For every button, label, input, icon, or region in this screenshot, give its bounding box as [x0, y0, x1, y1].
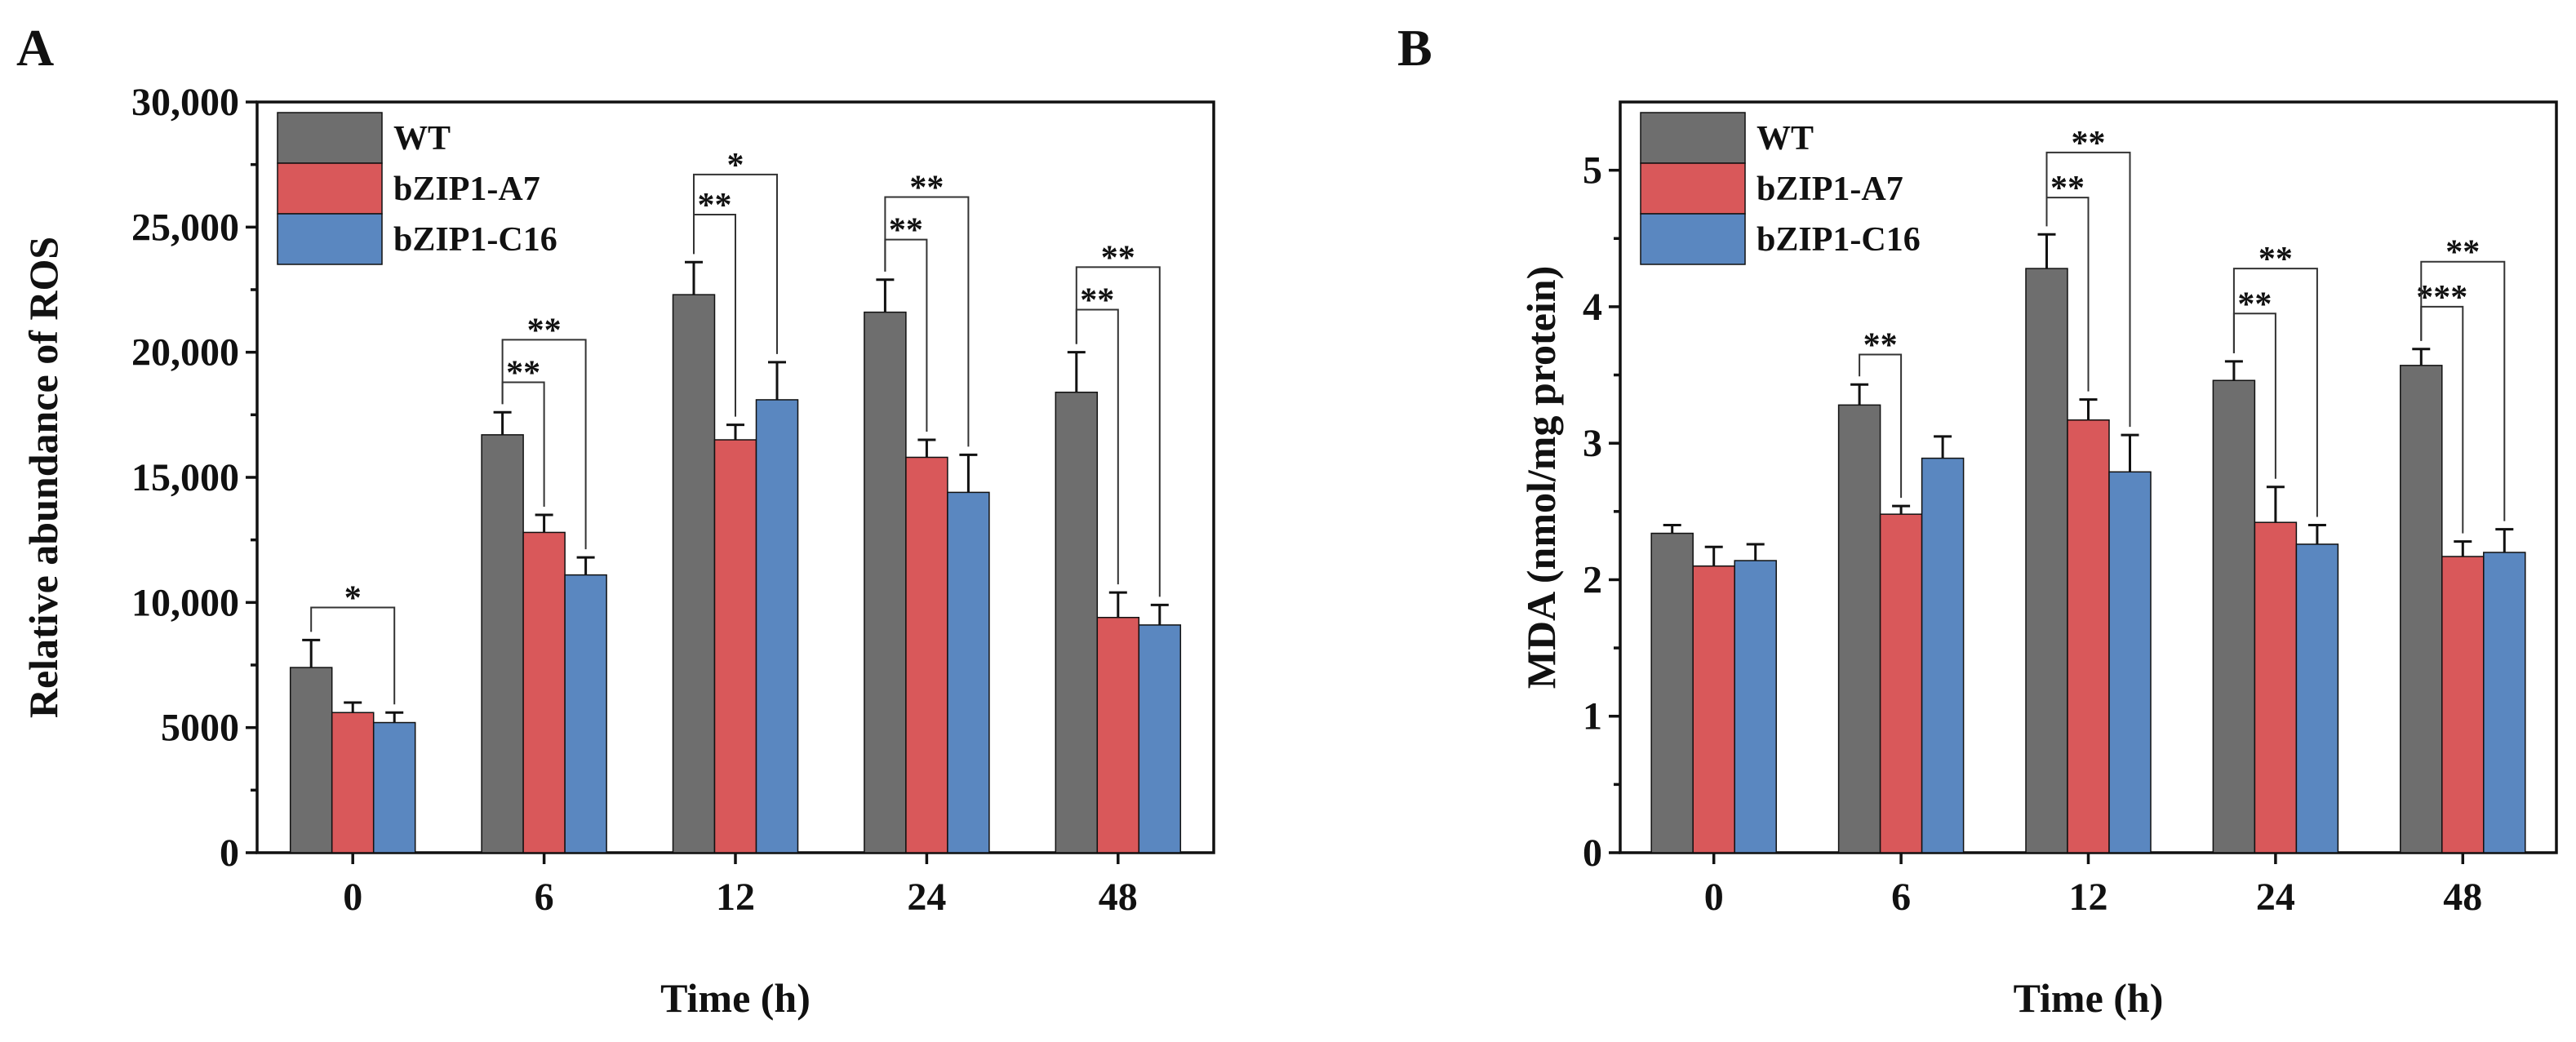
y-tick-label: 10,000 — [131, 581, 239, 624]
significance-label: * — [727, 147, 744, 184]
y-tick-label: 5000 — [161, 707, 239, 750]
x-tick-label: 6 — [535, 876, 554, 919]
significance-label: * — [344, 579, 362, 617]
y-axis-title: Relative abundance of ROS — [20, 237, 66, 718]
bar — [2295, 543, 2339, 854]
bar — [289, 667, 333, 854]
bar — [1692, 565, 1735, 854]
bar — [1055, 391, 1099, 854]
legend-swatch — [1640, 213, 1746, 265]
significance-label: ** — [506, 354, 540, 392]
y-axis-title: MDA (nmol/mg protein) — [1518, 266, 1564, 689]
significance-bracket — [2045, 151, 2131, 428]
significance-bracket — [693, 173, 778, 354]
legend-swatch — [277, 162, 383, 215]
bar — [1650, 532, 1694, 854]
x-tick-label: 48 — [1099, 876, 1138, 919]
bar — [755, 399, 799, 854]
significance-label: ** — [909, 170, 944, 207]
bar — [713, 439, 757, 854]
significance-label: ** — [1101, 239, 1135, 277]
bar — [2025, 268, 2068, 854]
legend-label: bZIP1-C16 — [393, 221, 557, 259]
x-tick-label: 12 — [716, 876, 755, 919]
significance-label: ** — [2072, 125, 2106, 162]
y-tick-label: 3 — [1583, 422, 1602, 465]
legend-swatch — [1640, 112, 1746, 164]
bar — [2483, 552, 2526, 854]
bar — [2108, 471, 2152, 854]
legend-label: WT — [393, 120, 451, 157]
bar — [905, 456, 948, 854]
bar — [1921, 457, 1965, 854]
panel-letter: B — [1397, 19, 1432, 77]
significance-label: ** — [2237, 286, 2272, 323]
x-tick-label: 24 — [2256, 876, 2295, 919]
x-tick-label: 24 — [907, 876, 946, 919]
significance-label: ** — [2050, 170, 2085, 207]
x-tick-label: 6 — [1891, 876, 1911, 919]
bar — [331, 712, 375, 854]
bar — [864, 311, 907, 854]
significance-label: ** — [1080, 282, 1114, 320]
bar — [672, 294, 716, 854]
significance-label: ** — [1863, 326, 1898, 364]
y-tick-label: 0 — [1583, 831, 1602, 875]
significance-label: *** — [2416, 279, 2467, 317]
significance-bracket — [884, 196, 970, 447]
legend-label: bZIP1-A7 — [1757, 171, 1903, 208]
significance-label: ** — [527, 312, 562, 349]
bar — [372, 721, 416, 854]
y-tick-label: 0 — [220, 831, 239, 875]
y-tick-label: 1 — [1583, 695, 1602, 738]
significance-label: ** — [698, 187, 732, 224]
bar — [2400, 365, 2443, 854]
bar — [522, 531, 566, 854]
x-axis-title: Time (h) — [660, 975, 811, 1021]
panel-letter: A — [16, 19, 54, 77]
significance-bracket — [1075, 266, 1161, 597]
x-tick-label: 48 — [2443, 876, 2482, 919]
legend-swatch — [277, 112, 383, 164]
bar — [947, 491, 990, 854]
y-tick-label: 20,000 — [131, 331, 239, 375]
legend-label: WT — [1757, 120, 1814, 157]
legend-swatch — [277, 213, 383, 265]
x-tick-label: 12 — [2069, 876, 2108, 919]
x-tick-label: 0 — [1704, 876, 1724, 919]
x-tick-label: 0 — [343, 876, 362, 919]
legend-label: bZIP1-A7 — [393, 171, 540, 208]
x-axis-title: Time (h) — [2014, 975, 2164, 1021]
bar — [481, 434, 524, 854]
bar — [1879, 513, 1923, 854]
bar — [1138, 624, 1182, 854]
significance-bracket — [310, 606, 396, 705]
significance-bracket — [2420, 260, 2506, 521]
y-tick-label: 2 — [1583, 558, 1602, 601]
significance-label: ** — [2445, 234, 2480, 272]
significance-bracket — [2232, 268, 2318, 517]
y-tick-label: 4 — [1583, 286, 1602, 329]
bar — [2067, 419, 2110, 854]
legend-swatch — [1640, 162, 1746, 215]
bar — [2212, 379, 2256, 854]
bar — [1837, 404, 1881, 854]
significance-label: ** — [889, 212, 923, 250]
legend-label: bZIP1-C16 — [1757, 221, 1921, 259]
bar — [564, 574, 607, 854]
y-tick-label: 25,000 — [131, 206, 239, 249]
bar — [2441, 556, 2485, 854]
panel-a: A 0 5000 10,000 15,000 20,000 25,000 30,000 0 6 12… — [16, 19, 1215, 1021]
significance-bracket — [1859, 353, 1903, 499]
y-tick-label: 15,000 — [131, 456, 239, 499]
y-tick-label: 5 — [1583, 149, 1602, 193]
bar — [1734, 560, 1777, 854]
significance-label: ** — [2258, 241, 2293, 278]
bar — [1096, 616, 1140, 854]
y-tick-label: 30,000 — [131, 81, 239, 124]
bar — [2254, 521, 2298, 854]
significance-bracket — [501, 339, 587, 550]
